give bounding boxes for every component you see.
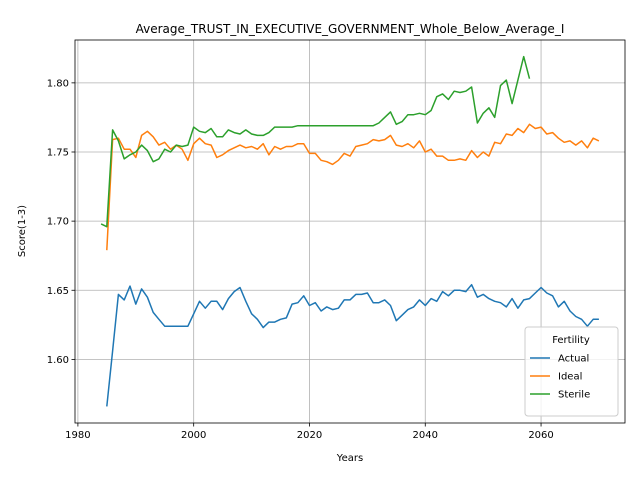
x-tick-label: 2000	[181, 430, 206, 441]
x-axis-ticks: 1980 2000 2020 2040 2060	[65, 423, 554, 441]
legend-label-actual: Actual	[558, 354, 589, 365]
y-tick-label: 1.60	[47, 355, 69, 366]
legend-label-sterile: Sterile	[558, 390, 590, 401]
y-tick-label: 1.70	[47, 217, 69, 228]
x-axis-label: Years	[336, 453, 363, 464]
legend-label-ideal: Ideal	[558, 372, 582, 383]
x-tick-label: 2040	[413, 430, 438, 441]
legend: Fertility Actual Ideal Sterile	[524, 326, 619, 417]
legend-items: Actual Ideal Sterile	[530, 354, 590, 401]
series-lines	[100, 55, 600, 407]
grid	[75, 40, 625, 423]
legend-title: Fertility	[552, 335, 590, 346]
x-tick-label: 2060	[528, 430, 553, 441]
x-tick-label: 1980	[65, 430, 90, 441]
y-axis-ticks: 1.60 1.65 1.70 1.75 1.80	[47, 78, 75, 366]
series-line-ideal	[106, 123, 600, 251]
y-axis-label: Score(1-3)	[17, 205, 28, 257]
x-tick-label: 2020	[297, 430, 322, 441]
series-line-sterile	[100, 55, 531, 228]
series-line-actual	[106, 283, 599, 407]
chart-title: Average_TRUST_IN_EXECUTIVE_GOVERNMENT_Wh…	[136, 22, 565, 36]
y-tick-label: 1.80	[47, 78, 69, 89]
y-tick-label: 1.65	[47, 286, 69, 297]
y-tick-label: 1.75	[47, 147, 69, 158]
axes-frame	[74, 39, 626, 424]
